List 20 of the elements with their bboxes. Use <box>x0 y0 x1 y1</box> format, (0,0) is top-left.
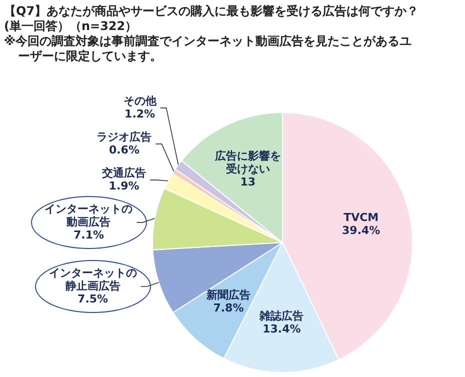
slice-label: ラジオ広告 <box>96 130 152 144</box>
slice-label: 交通広告 <box>101 166 146 180</box>
chart-title: 【Q7】あなたが商品やサービスの購入に最も影響を受ける広告は何ですか？ (単一回答）（n=322） <box>4 4 420 34</box>
data-label: 7.1% <box>73 228 104 242</box>
text: ※今回の調査対象は事前調査でインターネット動画広告を見たことがあるユーザーに限定しています。 <box>4 34 413 64</box>
slice-label: その他 <box>123 94 158 108</box>
slice-label: TVCM <box>344 210 379 224</box>
slice-label: インターネットの動画広告 <box>44 202 133 228</box>
slice-label: 新聞広告 <box>205 288 250 302</box>
slice-label: 雑誌広告 <box>258 309 304 322</box>
slice-label: インターネットの静止画広告 <box>48 266 137 292</box>
data-label: 13 <box>240 176 256 189</box>
data-label: 1.9% <box>108 179 140 192</box>
data-label: 1.2% <box>124 107 156 120</box>
data-label: 7.5% <box>78 292 108 306</box>
slice-label: 広告に影響を受けない <box>214 150 281 176</box>
data-label: 13.4% <box>262 322 301 336</box>
data-label: 0.6% <box>108 143 140 156</box>
data-label: 7.8% <box>213 302 244 315</box>
data-label: 39.4% <box>342 224 380 237</box>
